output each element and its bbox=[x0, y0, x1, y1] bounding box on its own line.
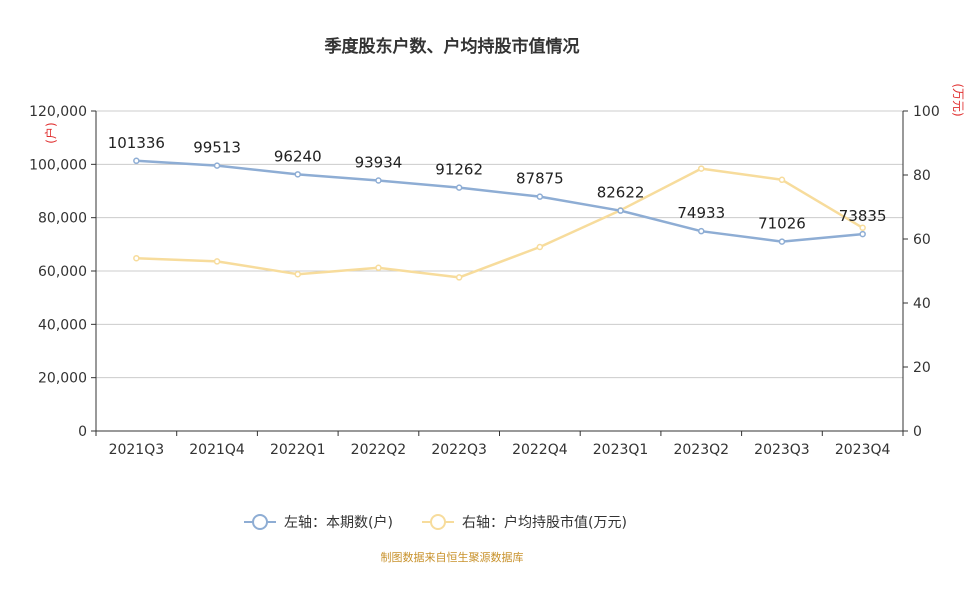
x-axis-tick-label: 2023Q2 bbox=[673, 442, 729, 458]
data-point-left bbox=[859, 230, 866, 238]
x-axis-tick-label: 2022Q2 bbox=[351, 442, 407, 458]
series-line-left bbox=[136, 159, 863, 243]
data-point-left bbox=[133, 157, 140, 165]
x-axis-tick-label: 2023Q1 bbox=[593, 442, 649, 458]
x-axis-tick-label: 2023Q3 bbox=[754, 442, 810, 458]
legend[interactable]: 左轴：本期数(户) 右轴：户均持股市值(万元) bbox=[244, 514, 627, 531]
data-labels: 101336 99513 96240 93934 91262 87875 82622 7493… bbox=[108, 134, 887, 233]
data-point-right bbox=[859, 224, 866, 232]
right-axis-tick-label: 60 bbox=[913, 232, 931, 248]
legend-item-right-series[interactable]: 右轴：户均持股市值(万元) bbox=[422, 514, 627, 531]
legend-item-left-series[interactable]: 左轴：本期数(户) bbox=[244, 514, 393, 531]
data-point-right bbox=[455, 274, 463, 281]
x-axis-tick-label: 2021Q3 bbox=[109, 442, 165, 458]
axes: 0 20,000 40,000 60,000 80,000 100,000 120,000 0… bbox=[29, 104, 940, 458]
left-axis-tick-label: 80,000 bbox=[38, 211, 87, 227]
left-axis-unit: (户) bbox=[43, 122, 58, 143]
data-label: 71026 bbox=[758, 215, 806, 233]
legend-right-series-marker bbox=[430, 514, 446, 530]
left-axis-tick-label: 40,000 bbox=[38, 317, 87, 333]
legend-left-series-label: 左轴：本期数(户) bbox=[284, 514, 393, 531]
data-point-right bbox=[536, 243, 544, 251]
data-source-note: 制图数据来自恒生聚源数据库 bbox=[381, 550, 524, 564]
right-axis-unit: (万元) bbox=[951, 83, 965, 116]
legend-left-series-marker bbox=[252, 514, 268, 530]
data-point-left bbox=[455, 184, 463, 191]
data-label: 101336 bbox=[108, 134, 165, 152]
left-axis-tick-label: 100,000 bbox=[29, 157, 87, 173]
x-axis-tick-label: 2023Q4 bbox=[835, 442, 891, 458]
left-axis-tick-label: 60,000 bbox=[38, 264, 87, 280]
left-axis-tick-label: 0 bbox=[78, 424, 87, 440]
series-line-right bbox=[136, 167, 864, 279]
left-axis-tick-label: 120,000 bbox=[29, 104, 87, 120]
right-axis-tick-label: 40 bbox=[913, 296, 931, 312]
right-axis-tick-label: 100 bbox=[913, 104, 940, 120]
left-axis-tick-label: 20,000 bbox=[38, 371, 87, 387]
data-point-left bbox=[213, 162, 221, 169]
chart-title: 季度股东户数、户均持股市值情况 bbox=[325, 36, 580, 57]
data-label: 87875 bbox=[516, 170, 564, 188]
data-label: 73835 bbox=[839, 207, 887, 225]
data-point-left bbox=[778, 238, 786, 245]
data-point-left bbox=[617, 207, 624, 214]
data-point-right bbox=[375, 264, 382, 272]
series-layer bbox=[133, 157, 866, 281]
x-axis-tick-label: 2021Q4 bbox=[189, 442, 245, 458]
data-point-right bbox=[213, 258, 221, 265]
data-point-right bbox=[778, 176, 786, 184]
data-point-left bbox=[698, 227, 705, 235]
data-point-right bbox=[294, 270, 301, 278]
data-point-right bbox=[698, 165, 705, 172]
data-label: 82622 bbox=[597, 184, 645, 202]
data-point-left bbox=[294, 171, 301, 178]
data-label: 91262 bbox=[435, 161, 483, 179]
data-label: 99513 bbox=[193, 139, 241, 157]
legend-right-series-label: 右轴：户均持股市值(万元) bbox=[462, 514, 627, 531]
right-axis-tick-label: 20 bbox=[913, 360, 931, 376]
data-label: 96240 bbox=[274, 147, 322, 165]
data-point-left bbox=[375, 177, 382, 184]
x-axis-tick-label: 2022Q3 bbox=[431, 442, 487, 458]
data-point-left bbox=[536, 193, 544, 200]
x-axis-tick-label: 2022Q1 bbox=[270, 442, 326, 458]
right-axis-tick-label: 0 bbox=[913, 424, 922, 440]
data-point-right bbox=[133, 254, 140, 262]
right-axis-tick-label: 80 bbox=[913, 168, 931, 184]
data-label: 74933 bbox=[677, 204, 725, 222]
data-label: 93934 bbox=[355, 154, 403, 172]
gridlines bbox=[96, 110, 903, 379]
x-axis-tick-label: 2022Q4 bbox=[512, 442, 568, 458]
